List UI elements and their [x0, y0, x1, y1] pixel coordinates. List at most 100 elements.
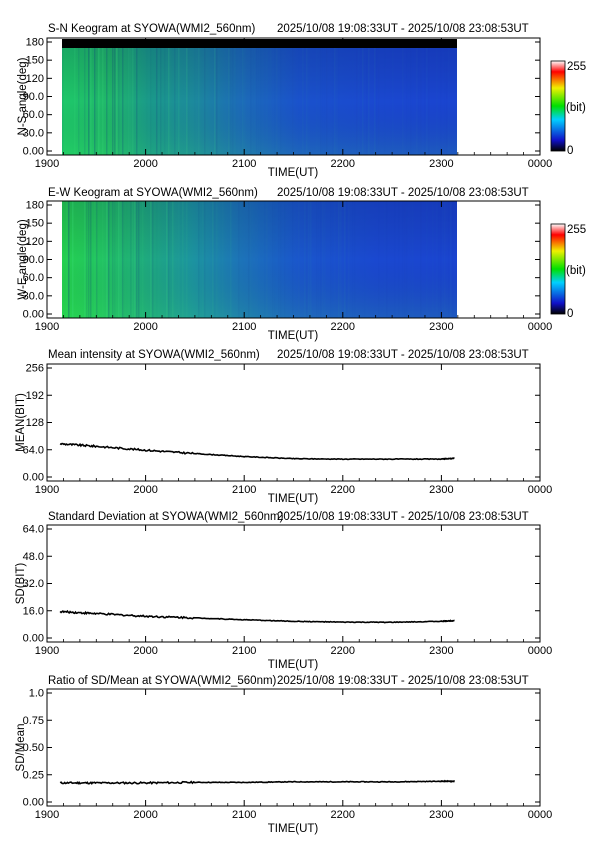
- keogram-streak: [170, 48, 172, 155]
- plot-frame: [46, 524, 541, 643]
- y-tick-label: 90.0: [23, 254, 44, 266]
- keogram-streak: [376, 48, 378, 155]
- y-tick-label: 90.0: [23, 91, 44, 103]
- x-tick-label: 2000: [133, 321, 157, 333]
- x-tick-label: 1900: [35, 158, 59, 170]
- keogram-streak: [408, 48, 410, 155]
- keogram-streak: [138, 201, 140, 318]
- keogram-streak: [448, 201, 450, 318]
- keogram-streak: [276, 48, 278, 155]
- keogram-streak: [182, 201, 184, 318]
- keogram-streak: [132, 201, 134, 318]
- x-tick-label: 1900: [35, 484, 59, 496]
- keogram-streak: [298, 48, 300, 155]
- colorbar-max-label: 255: [567, 61, 586, 73]
- keogram-streak: [250, 48, 252, 155]
- y-tick-label: 30.0: [23, 290, 44, 302]
- keogram-texture: [66, 201, 450, 318]
- keogram-streak: [98, 48, 100, 155]
- keogram-streak: [424, 48, 426, 155]
- keogram-streak: [100, 201, 102, 318]
- keogram-streak: [384, 201, 386, 318]
- x-tick-label: 2000: [133, 645, 157, 657]
- keogram-streak: [134, 201, 136, 318]
- x-tick-label: 2200: [331, 645, 355, 657]
- y-tick-label: 48.0: [23, 551, 44, 563]
- panel-title: Ratio of SD/Mean at SYOWA(WMI2_560nm): [48, 675, 277, 687]
- panel-title: Mean intensity at SYOWA(WMI2_560nm): [48, 349, 260, 361]
- standard-deviation-line: [59, 609, 455, 624]
- keogram-streak: [306, 48, 308, 155]
- keogram-streak: [254, 201, 256, 318]
- panel-title: Standard Deviation at SYOWA(WMI2_560nm): [48, 511, 284, 523]
- keogram-streak: [96, 201, 98, 318]
- keogram-streak: [128, 48, 130, 155]
- keogram-streak: [150, 201, 152, 318]
- y-tick-label: 0.50: [23, 742, 44, 754]
- keogram-streak: [194, 48, 196, 155]
- keogram-streak: [340, 201, 342, 318]
- x-tick-label: 2300: [429, 158, 453, 170]
- keogram-streak: [316, 201, 318, 318]
- keogram-streak: [160, 48, 162, 155]
- keogram-streak: [252, 48, 254, 155]
- keogram-streak: [428, 48, 430, 155]
- panel-time-range: 2025/10/08 19:08:33UT - 2025/10/08 23:08…: [277, 511, 529, 523]
- keogram-streak: [214, 48, 216, 155]
- keogram-streak: [306, 201, 308, 318]
- keogram-streak: [130, 48, 132, 155]
- keogram-streak: [420, 48, 422, 155]
- keogram-streak: [280, 201, 282, 318]
- keogram-streak: [120, 201, 122, 318]
- keogram-streak: [412, 48, 414, 155]
- keogram-streak: [124, 201, 126, 318]
- keogram-streak: [416, 48, 418, 155]
- y-tick-label: 150: [26, 218, 44, 230]
- keogram-streak: [266, 48, 268, 155]
- keogram-streak: [262, 201, 264, 318]
- keogram-streak: [176, 48, 178, 155]
- colorbar-unit-label: (bit): [566, 102, 586, 114]
- keogram-streak: [168, 48, 170, 155]
- x-tick-label: 2100: [232, 484, 256, 496]
- keogram-streak: [456, 48, 458, 155]
- y-tick-label: 32.0: [23, 578, 44, 590]
- keogram-streak: [256, 201, 258, 318]
- x-tick-label: 1900: [35, 321, 59, 333]
- keogram-streak: [332, 201, 334, 318]
- standard-deviation-panel: Standard Deviation at SYOWA(WMI2_560nm) …: [15, 511, 552, 671]
- keogram-streak: [230, 201, 232, 318]
- keogram-streak: [280, 48, 282, 155]
- keogram-streak: [248, 201, 250, 318]
- keogram-streak: [202, 201, 204, 318]
- keogram-streak: [68, 201, 70, 318]
- keogram-streak: [426, 201, 428, 318]
- keogram-streak: [158, 201, 160, 318]
- panel-time-range: 2025/10/08 19:08:33UT - 2025/10/08 23:08…: [277, 349, 529, 361]
- x-tick-label: 2000: [133, 158, 157, 170]
- keogram-streak: [236, 48, 238, 155]
- panel-time-range: 2025/10/08 19:08:33UT - 2025/10/08 23:08…: [277, 23, 529, 35]
- keogram-streak: [406, 48, 408, 155]
- keogram-streak: [118, 48, 120, 155]
- keogram-streak: [334, 201, 336, 318]
- y-tick-label: 180: [26, 37, 44, 49]
- y-tick-label: 16.0: [23, 605, 44, 617]
- keogram-streak: [352, 48, 354, 155]
- x-tick-label: 2200: [331, 809, 355, 821]
- keogram-streak: [84, 48, 86, 155]
- x-tick-label: 2100: [232, 809, 256, 821]
- keogram-streak: [238, 201, 240, 318]
- keogram-streak: [304, 201, 306, 318]
- keogram-streak: [378, 48, 380, 155]
- x-tick-label: 1900: [35, 809, 59, 821]
- keogram-streak: [142, 201, 144, 318]
- keogram-streak: [366, 48, 368, 155]
- keogram-streak: [198, 48, 200, 155]
- colorbar-min-label: 0: [567, 145, 573, 157]
- keogram-streak: [114, 201, 116, 318]
- keogram-streak: [88, 48, 90, 155]
- keogram-streak: [172, 201, 174, 318]
- keogram-streak: [386, 201, 388, 318]
- keogram-streak: [258, 48, 260, 155]
